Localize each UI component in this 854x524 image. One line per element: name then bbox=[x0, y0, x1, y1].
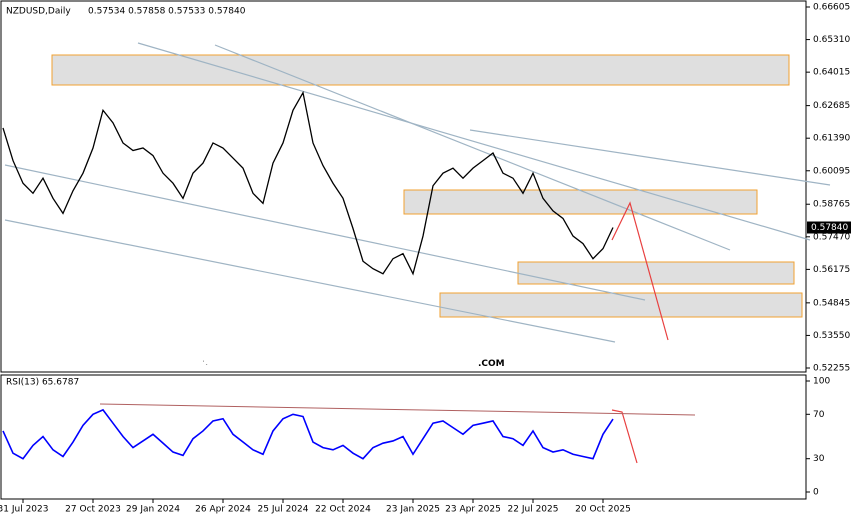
rsi-trend bbox=[99, 403, 696, 416]
y-tick-label: 0.60095 bbox=[813, 166, 850, 176]
y-tick-label: 70 bbox=[813, 410, 825, 420]
y-tick-label: 0.53550 bbox=[813, 331, 850, 341]
y-tick-label: 0.56175 bbox=[813, 265, 850, 275]
trend-lines bbox=[4, 42, 831, 343]
x-tick-label: 26 Apr 2024 bbox=[195, 505, 251, 515]
arrows bbox=[611, 201, 669, 464]
y-tick-label: 0.52255 bbox=[813, 364, 850, 374]
y-tick-label: 0.65310 bbox=[813, 35, 850, 45]
watermark: BEL INVESTOR .COM bbox=[67, 358, 505, 370]
zones bbox=[51, 54, 803, 318]
watermark-3: .COM bbox=[478, 359, 505, 369]
y-tick-label: 0 bbox=[813, 488, 819, 498]
x-tick-label: 25 Jul 2024 bbox=[258, 505, 309, 515]
x-tick-label: 23 Jan 2025 bbox=[386, 505, 440, 515]
rsi-title: RSI(13) 65.6787 bbox=[6, 378, 79, 388]
last-price-box bbox=[807, 221, 851, 234]
watermark-1: BEL bbox=[68, 359, 87, 369]
y-tick-label: 0.66605 bbox=[813, 3, 850, 13]
x-tick-label: 22 Oct 2024 bbox=[315, 505, 371, 515]
y-tick-label: 0.57470 bbox=[813, 232, 850, 242]
series-line bbox=[2, 408, 614, 460]
chart-title: NZDUSD,Daily bbox=[6, 7, 71, 17]
x-tick-label: 23 Apr 2025 bbox=[445, 505, 501, 515]
last-price-label: 0.57840 bbox=[811, 223, 848, 233]
series-line bbox=[2, 90, 614, 276]
y-tick-label: 0.54845 bbox=[813, 298, 850, 308]
y-tick-label: 0.58765 bbox=[813, 200, 850, 210]
watermark-2: INVESTOR bbox=[198, 359, 249, 369]
y-tick-label: 30 bbox=[813, 454, 825, 464]
y-tick-label: 0.62685 bbox=[813, 101, 850, 111]
x-tick-label: 27 Oct 2023 bbox=[65, 505, 121, 515]
x-tick-label: 20 Oct 2025 bbox=[575, 505, 631, 515]
y-tick-label: 100 bbox=[813, 377, 830, 387]
x-tick-label: 29 Jan 2024 bbox=[126, 505, 180, 515]
rsi-frame bbox=[0, 374, 807, 500]
price-frame bbox=[0, 0, 807, 373]
x-tick-label: 22 Jul 2025 bbox=[508, 505, 559, 515]
y-tick-label: 0.61390 bbox=[813, 134, 850, 144]
ohlc: 0.57534 0.57858 0.57533 0.57840 bbox=[88, 7, 246, 17]
x-tick-label: 31 Jul 2023 bbox=[0, 505, 48, 515]
y-tick-label: 0.64015 bbox=[813, 68, 850, 78]
